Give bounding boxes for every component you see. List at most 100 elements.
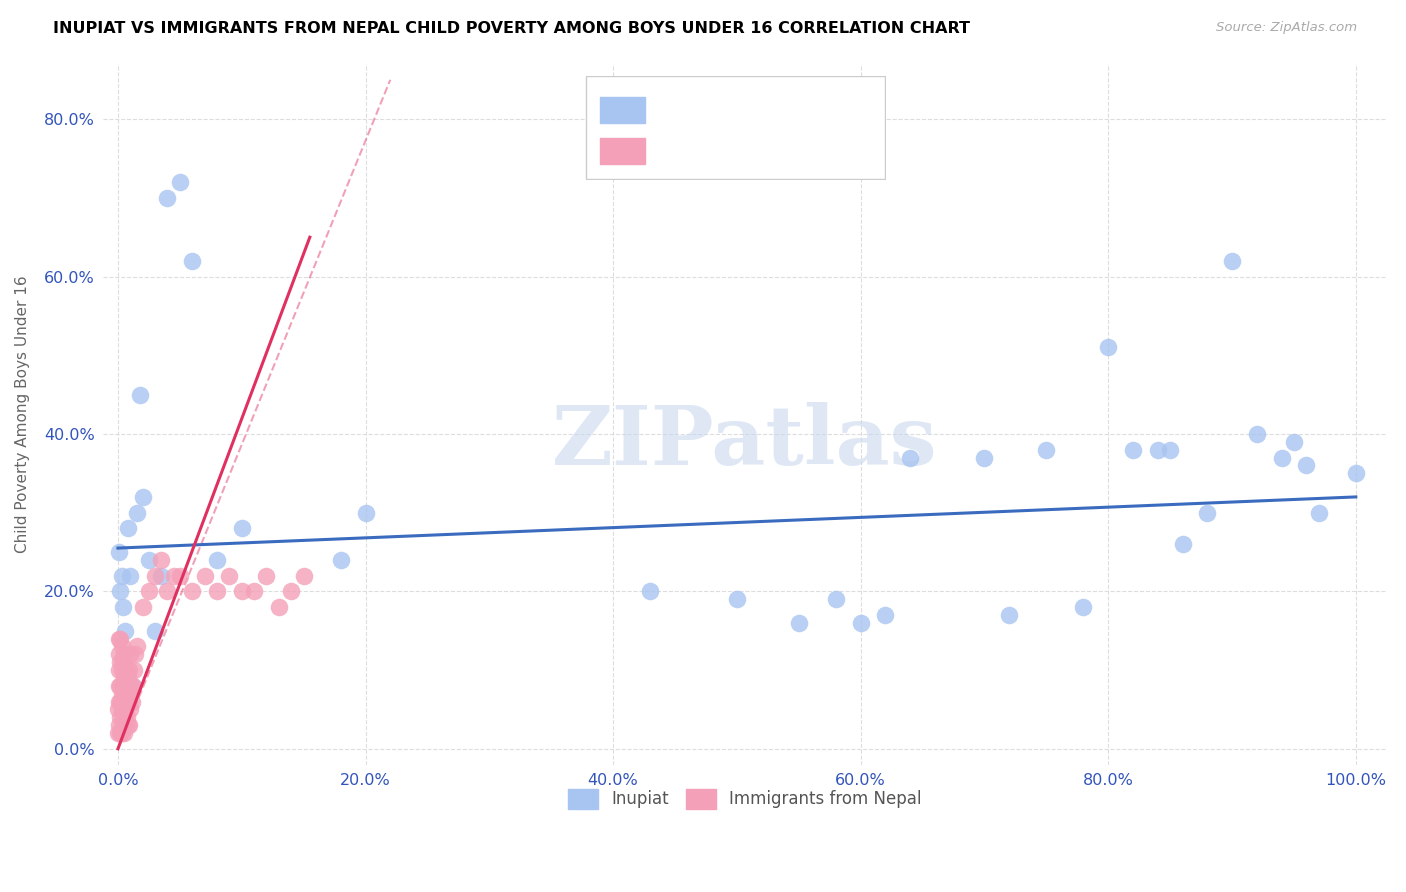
Point — [108, 632, 131, 646]
Point — [108, 663, 131, 677]
Point — [231, 584, 253, 599]
Point — [1308, 506, 1330, 520]
Point — [114, 718, 136, 732]
Point — [1146, 442, 1168, 457]
Point — [787, 615, 810, 630]
Point — [998, 607, 1021, 622]
Point — [267, 600, 290, 615]
Point — [329, 553, 352, 567]
Point — [117, 671, 139, 685]
Point — [218, 568, 240, 582]
Point — [112, 726, 135, 740]
Point — [111, 568, 134, 582]
Point — [118, 663, 141, 677]
Point — [111, 679, 134, 693]
Point — [1097, 340, 1119, 354]
Point — [111, 718, 134, 732]
Point — [156, 584, 179, 599]
Point — [169, 568, 191, 582]
Point — [129, 387, 152, 401]
Point — [1035, 442, 1057, 457]
Point — [114, 671, 136, 685]
Point — [849, 615, 872, 630]
Point — [1122, 442, 1144, 457]
Point — [115, 687, 138, 701]
Point — [107, 726, 129, 740]
Point — [108, 545, 131, 559]
Point — [110, 679, 132, 693]
Point — [110, 694, 132, 708]
Point — [163, 568, 186, 582]
Point — [111, 600, 134, 615]
Point — [150, 553, 173, 567]
Point — [143, 624, 166, 638]
Point — [118, 687, 141, 701]
Point — [132, 490, 155, 504]
Point — [111, 663, 134, 677]
Point — [112, 648, 135, 662]
Legend: Inupiat, Immigrants from Nepal: Inupiat, Immigrants from Nepal — [561, 782, 928, 815]
Point — [1270, 450, 1292, 465]
Point — [112, 687, 135, 701]
Point — [124, 648, 146, 662]
Text: ZIPatlas: ZIPatlas — [553, 402, 938, 483]
Point — [117, 694, 139, 708]
Point — [973, 450, 995, 465]
Point — [1171, 537, 1194, 551]
Y-axis label: Child Poverty Among Boys Under 16: Child Poverty Among Boys Under 16 — [15, 276, 30, 553]
Point — [110, 632, 132, 646]
Point — [115, 710, 138, 724]
Point — [205, 553, 228, 567]
Point — [120, 568, 142, 582]
Point — [120, 648, 142, 662]
Point — [112, 710, 135, 724]
Point — [169, 175, 191, 189]
Point — [118, 718, 141, 732]
Point — [108, 648, 131, 662]
Point — [114, 694, 136, 708]
Point — [115, 663, 138, 677]
Point — [111, 640, 134, 654]
Point — [1282, 434, 1305, 449]
Point — [110, 655, 132, 669]
Point — [120, 702, 142, 716]
Point — [121, 694, 143, 708]
Point — [121, 679, 143, 693]
Point — [111, 702, 134, 716]
Point — [138, 584, 160, 599]
Point — [110, 726, 132, 740]
Point — [132, 600, 155, 615]
Point — [108, 718, 131, 732]
Point — [122, 663, 145, 677]
Point — [354, 506, 377, 520]
Point — [111, 655, 134, 669]
Point — [1344, 467, 1367, 481]
Point — [111, 726, 134, 740]
Point — [292, 568, 315, 582]
Point — [112, 671, 135, 685]
Point — [1295, 458, 1317, 473]
Point — [181, 584, 204, 599]
Point — [156, 191, 179, 205]
Point — [231, 521, 253, 535]
Point — [243, 584, 266, 599]
Point — [194, 568, 217, 582]
Point — [725, 592, 748, 607]
Point — [111, 694, 134, 708]
Point — [110, 710, 132, 724]
Point — [125, 506, 148, 520]
Point — [111, 687, 134, 701]
Point — [125, 640, 148, 654]
Point — [107, 702, 129, 716]
Point — [117, 521, 139, 535]
Point — [117, 718, 139, 732]
Point — [1159, 442, 1181, 457]
Text: INUPIAT VS IMMIGRANTS FROM NEPAL CHILD POVERTY AMONG BOYS UNDER 16 CORRELATION C: INUPIAT VS IMMIGRANTS FROM NEPAL CHILD P… — [53, 21, 970, 36]
Point — [256, 568, 278, 582]
Point — [280, 584, 302, 599]
Point — [110, 584, 132, 599]
Point — [1073, 600, 1095, 615]
Point — [143, 568, 166, 582]
Point — [638, 584, 661, 599]
Point — [120, 679, 142, 693]
